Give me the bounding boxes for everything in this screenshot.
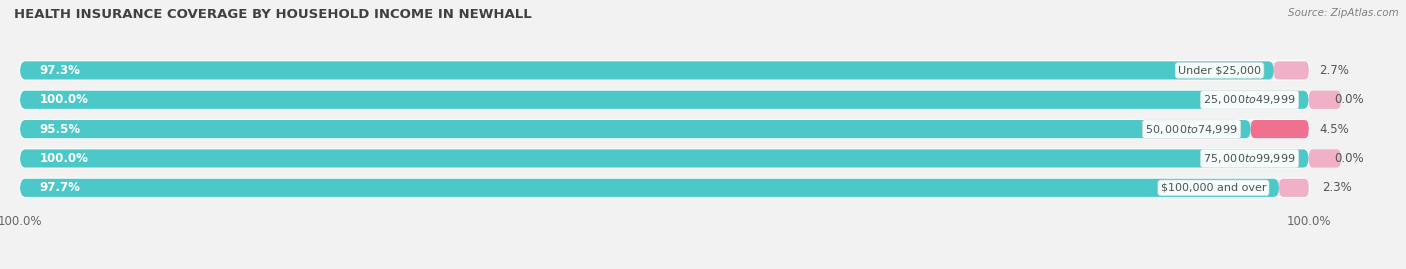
FancyBboxPatch shape xyxy=(20,91,1309,109)
FancyBboxPatch shape xyxy=(20,179,1309,197)
FancyBboxPatch shape xyxy=(1309,149,1341,168)
FancyBboxPatch shape xyxy=(20,120,1251,138)
FancyBboxPatch shape xyxy=(1274,61,1309,80)
FancyBboxPatch shape xyxy=(1309,91,1341,109)
FancyBboxPatch shape xyxy=(20,91,1309,109)
Text: 4.5%: 4.5% xyxy=(1319,123,1348,136)
Text: Source: ZipAtlas.com: Source: ZipAtlas.com xyxy=(1288,8,1399,18)
FancyBboxPatch shape xyxy=(1279,179,1309,197)
Text: 0.0%: 0.0% xyxy=(1334,152,1364,165)
Text: $100,000 and over: $100,000 and over xyxy=(1161,183,1267,193)
Text: 2.7%: 2.7% xyxy=(1319,64,1348,77)
Text: 0.0%: 0.0% xyxy=(1334,93,1364,106)
Text: 100.0%: 100.0% xyxy=(39,152,89,165)
FancyBboxPatch shape xyxy=(20,61,1309,80)
FancyBboxPatch shape xyxy=(20,120,1309,138)
Text: 95.5%: 95.5% xyxy=(39,123,80,136)
Text: 100.0%: 100.0% xyxy=(39,93,89,106)
Text: 97.3%: 97.3% xyxy=(39,64,80,77)
Text: $50,000 to $74,999: $50,000 to $74,999 xyxy=(1146,123,1237,136)
Text: Under $25,000: Under $25,000 xyxy=(1178,65,1261,75)
Text: HEALTH INSURANCE COVERAGE BY HOUSEHOLD INCOME IN NEWHALL: HEALTH INSURANCE COVERAGE BY HOUSEHOLD I… xyxy=(14,8,531,21)
Text: $75,000 to $99,999: $75,000 to $99,999 xyxy=(1204,152,1296,165)
Text: 97.7%: 97.7% xyxy=(39,181,80,194)
FancyBboxPatch shape xyxy=(1251,120,1309,138)
FancyBboxPatch shape xyxy=(20,149,1309,168)
Text: $25,000 to $49,999: $25,000 to $49,999 xyxy=(1204,93,1296,106)
FancyBboxPatch shape xyxy=(20,179,1279,197)
Text: 2.3%: 2.3% xyxy=(1322,181,1351,194)
FancyBboxPatch shape xyxy=(20,149,1309,168)
FancyBboxPatch shape xyxy=(20,61,1274,80)
